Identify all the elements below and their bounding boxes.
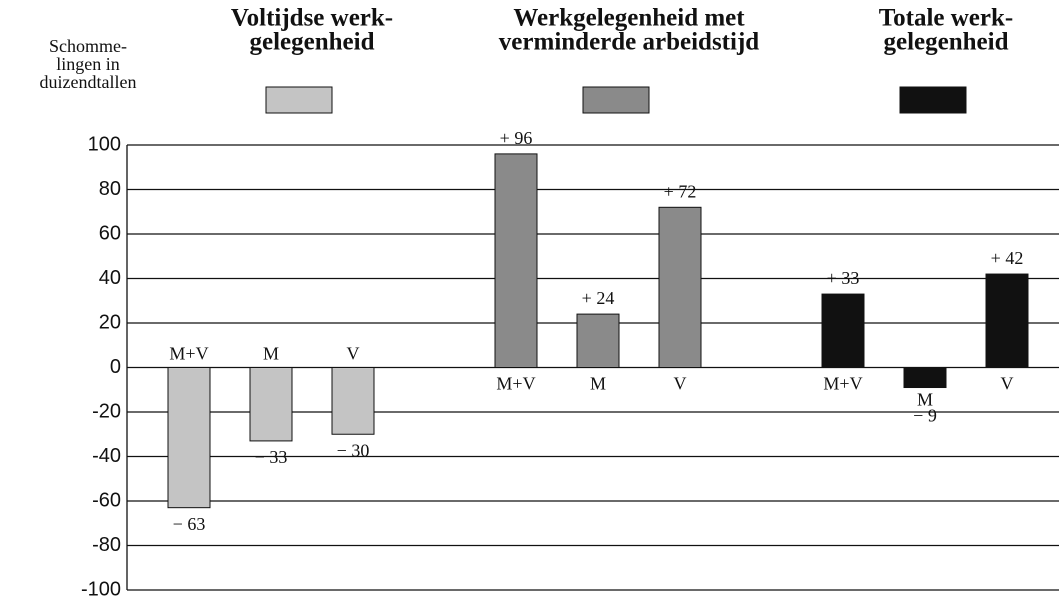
y-tick-label: 0 — [110, 356, 121, 378]
x-tick-label: V — [674, 374, 687, 394]
bar — [576, 313, 620, 369]
bar — [167, 367, 211, 509]
y-tick-label: 40 — [99, 267, 121, 289]
legend-swatch — [899, 86, 967, 114]
legend-label: gelegenheid — [884, 29, 1009, 56]
x-tick-label: M+V — [823, 374, 862, 394]
bar — [821, 293, 865, 369]
bar — [985, 273, 1029, 368]
bar — [331, 367, 375, 435]
bar — [249, 367, 293, 442]
legend-label: verminderde arbeidstijd — [499, 29, 759, 56]
bar — [494, 153, 538, 368]
y-tick-label: -80 — [92, 534, 121, 556]
legend-label: Totale werk- — [879, 5, 1013, 32]
y-tick-label: 80 — [99, 178, 121, 200]
x-tick-label: M — [263, 344, 279, 364]
data-label: + 96 — [500, 128, 533, 148]
y-axis-label: lingen in — [56, 54, 120, 74]
bar — [658, 206, 702, 368]
bar — [903, 367, 947, 389]
x-tick-label: M — [917, 390, 933, 410]
x-tick-label: M+V — [169, 344, 208, 364]
data-label: + 24 — [582, 288, 615, 308]
data-label: − 9 — [913, 406, 937, 426]
x-tick-label: V — [1001, 374, 1014, 394]
y-tick-label: -60 — [92, 489, 121, 511]
x-tick-label: V — [347, 344, 360, 364]
legend-label: gelegenheid — [250, 29, 375, 56]
y-tick-label: -40 — [92, 445, 121, 467]
data-label: − 63 — [173, 514, 206, 534]
data-label: + 33 — [827, 268, 860, 288]
y-tick-label: 100 — [88, 133, 121, 155]
y-tick-label: 20 — [99, 311, 121, 333]
legend-swatch — [265, 86, 333, 114]
y-axis-label: Schomme- — [49, 36, 127, 56]
data-label: + 42 — [991, 248, 1024, 268]
data-label: − 30 — [337, 440, 370, 460]
legend-label: Voltijdse werk- — [231, 5, 393, 32]
data-label: − 33 — [255, 447, 288, 467]
y-axis-label: duizendtallen — [40, 72, 137, 92]
y-tick-label: 60 — [99, 222, 121, 244]
x-tick-label: M+V — [496, 374, 535, 394]
legend-swatch — [582, 86, 650, 114]
legend-label: Werkgelegenheid met — [513, 5, 745, 32]
x-tick-label: M — [590, 374, 606, 394]
y-tick-label: -100 — [81, 578, 121, 597]
data-label: + 72 — [664, 181, 697, 201]
y-tick-label: -20 — [92, 400, 121, 422]
